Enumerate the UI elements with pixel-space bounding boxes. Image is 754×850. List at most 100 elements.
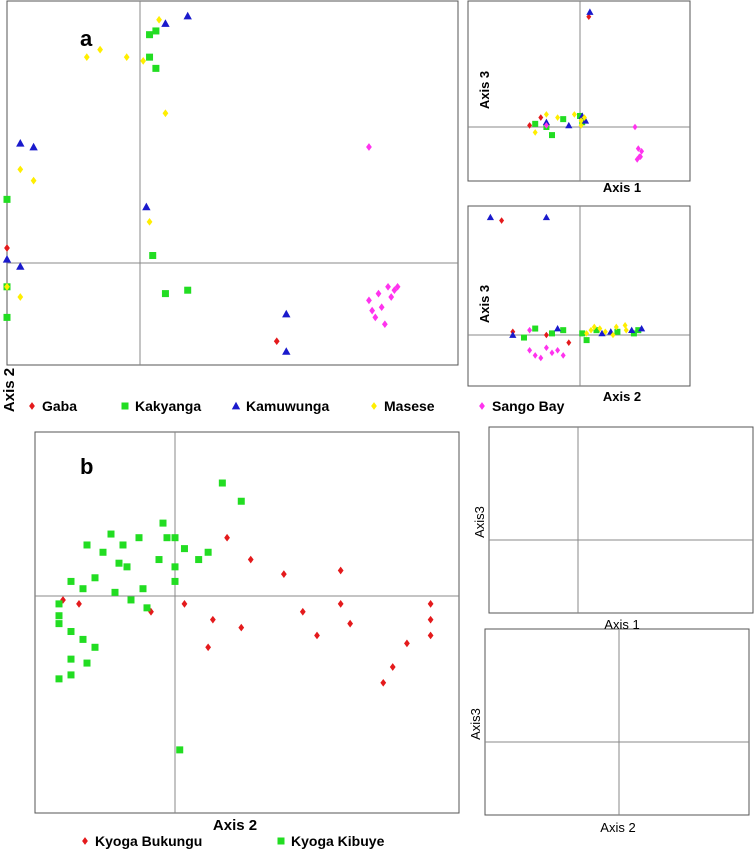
point-kyoga-kibuye [163,534,171,542]
point-kyoga-bukungu [224,533,230,542]
point-kyoga-bukungu [76,600,82,608]
point-kyoga-bukungu [427,615,434,624]
point-kakyanga [549,132,555,139]
point-kyoga-bukungu [247,555,254,564]
point-sango-bay [369,306,376,315]
point-kyoga-kibuye [79,585,87,593]
point-kyoga-kibuye [99,548,107,556]
point-kyoga-kibuye [67,577,75,585]
point-kyoga-kibuye [127,596,135,604]
legend-marker [82,837,88,845]
legend-label: Kakyanga [135,398,201,414]
point-sango-bay [543,344,549,352]
legend-item-kamuwunga: Kamuwunga [231,398,329,414]
point-kyoga-kibuye [67,671,75,679]
point-kyoga-kibuye [67,628,75,636]
point-sango-bay [635,145,641,152]
point-kyoga-bukungu [314,631,320,640]
point-kyoga-bukungu [181,600,188,608]
point-sango-bay [538,354,544,362]
panel-b-main [34,431,460,814]
a-tr-ylabel: Axis 3 [477,71,492,109]
point-masese [97,45,103,54]
point-kakyanga [532,120,539,127]
point-kyoga-kibuye [155,556,163,564]
point-kamuwunga [509,331,517,338]
legend-item-kyoga-kibuye: Kyoga Kibuye [277,833,385,849]
point-kamuwunga [638,324,646,332]
point-kakyanga [521,334,527,341]
b-tr-xlabel: Axis 1 [604,617,639,632]
point-sango-bay [391,286,398,295]
point-kamuwunga [628,326,636,334]
panel-frame [467,0,691,182]
point-masese [613,323,619,331]
point-kamuwunga [142,202,151,211]
legend-marker [277,837,285,845]
point-kakyanga [161,290,169,298]
legend-label: Gaba [42,398,77,414]
point-kakyanga [577,112,583,119]
point-masese [162,109,169,118]
legend-item-kyoga-bukungu: Kyoga Bukungu [82,833,202,849]
legend-marker [121,402,129,410]
point-kyoga-bukungu [238,623,245,632]
point-kamuwunga [598,329,606,337]
point-masese [597,325,603,332]
point-kyoga-kibuye [67,655,75,663]
legend-label: Kyoga Kibuye [291,833,385,849]
point-masese [4,282,10,291]
point-kamuwunga [542,118,550,126]
point-kyoga-bukungu [404,639,410,648]
legend-b: Kyoga Bukungu Kyoga Kibuye [82,833,385,849]
point-masese [610,331,616,339]
legend-item-kakyanga: Kakyanga [121,398,201,414]
point-gaba [527,122,533,129]
legend-label: Masese [384,398,435,414]
point-masese [571,111,577,118]
point-kyoga-kibuye [195,556,203,564]
point-sango-bay [639,148,645,155]
point-kamuwunga [282,347,291,355]
point-masese [156,15,162,24]
point-masese [578,122,584,129]
point-kakyanga [152,27,160,35]
point-kyoga-kibuye [237,497,245,505]
point-sango-bay [638,153,643,160]
point-sango-bay [366,143,372,151]
point-sango-bay [375,289,382,298]
point-masese [17,293,24,301]
point-kyoga-bukungu [427,600,434,608]
point-kyoga-kibuye [171,534,179,542]
point-kakyanga [560,327,567,334]
point-masese [123,53,130,61]
point-kyoga-bukungu [148,607,154,616]
legend-item-gaba: Gaba [29,398,77,414]
point-sango-bay [634,156,640,163]
panel-b-axis2-axis3 [484,628,750,816]
b-br-xlabel: Axis 2 [600,820,635,835]
point-sango-bay [385,282,391,291]
legend-marker [479,402,485,410]
panel-a-axis1-axis3 [467,0,691,182]
point-kamuwunga [554,324,562,332]
point-kyoga-bukungu [380,678,387,687]
point-kamuwunga [486,213,494,221]
point-kyoga-kibuye [218,479,226,487]
point-kyoga-bukungu [209,615,216,624]
point-sango-bay [381,320,388,329]
point-kyoga-kibuye [55,600,63,608]
point-kyoga-kibuye [91,574,99,582]
point-kyoga-kibuye [83,541,91,549]
point-sango-bay [527,326,533,334]
point-kamuwunga [581,117,590,124]
point-kyoga-kibuye [55,612,63,620]
point-sango-bay [388,293,395,301]
point-kakyanga [630,330,637,337]
panel-frame [488,426,754,614]
point-kyoga-kibuye [180,545,188,553]
point-kakyanga [149,252,157,260]
point-kyoga-kibuye [107,530,115,538]
point-masese [543,111,549,118]
